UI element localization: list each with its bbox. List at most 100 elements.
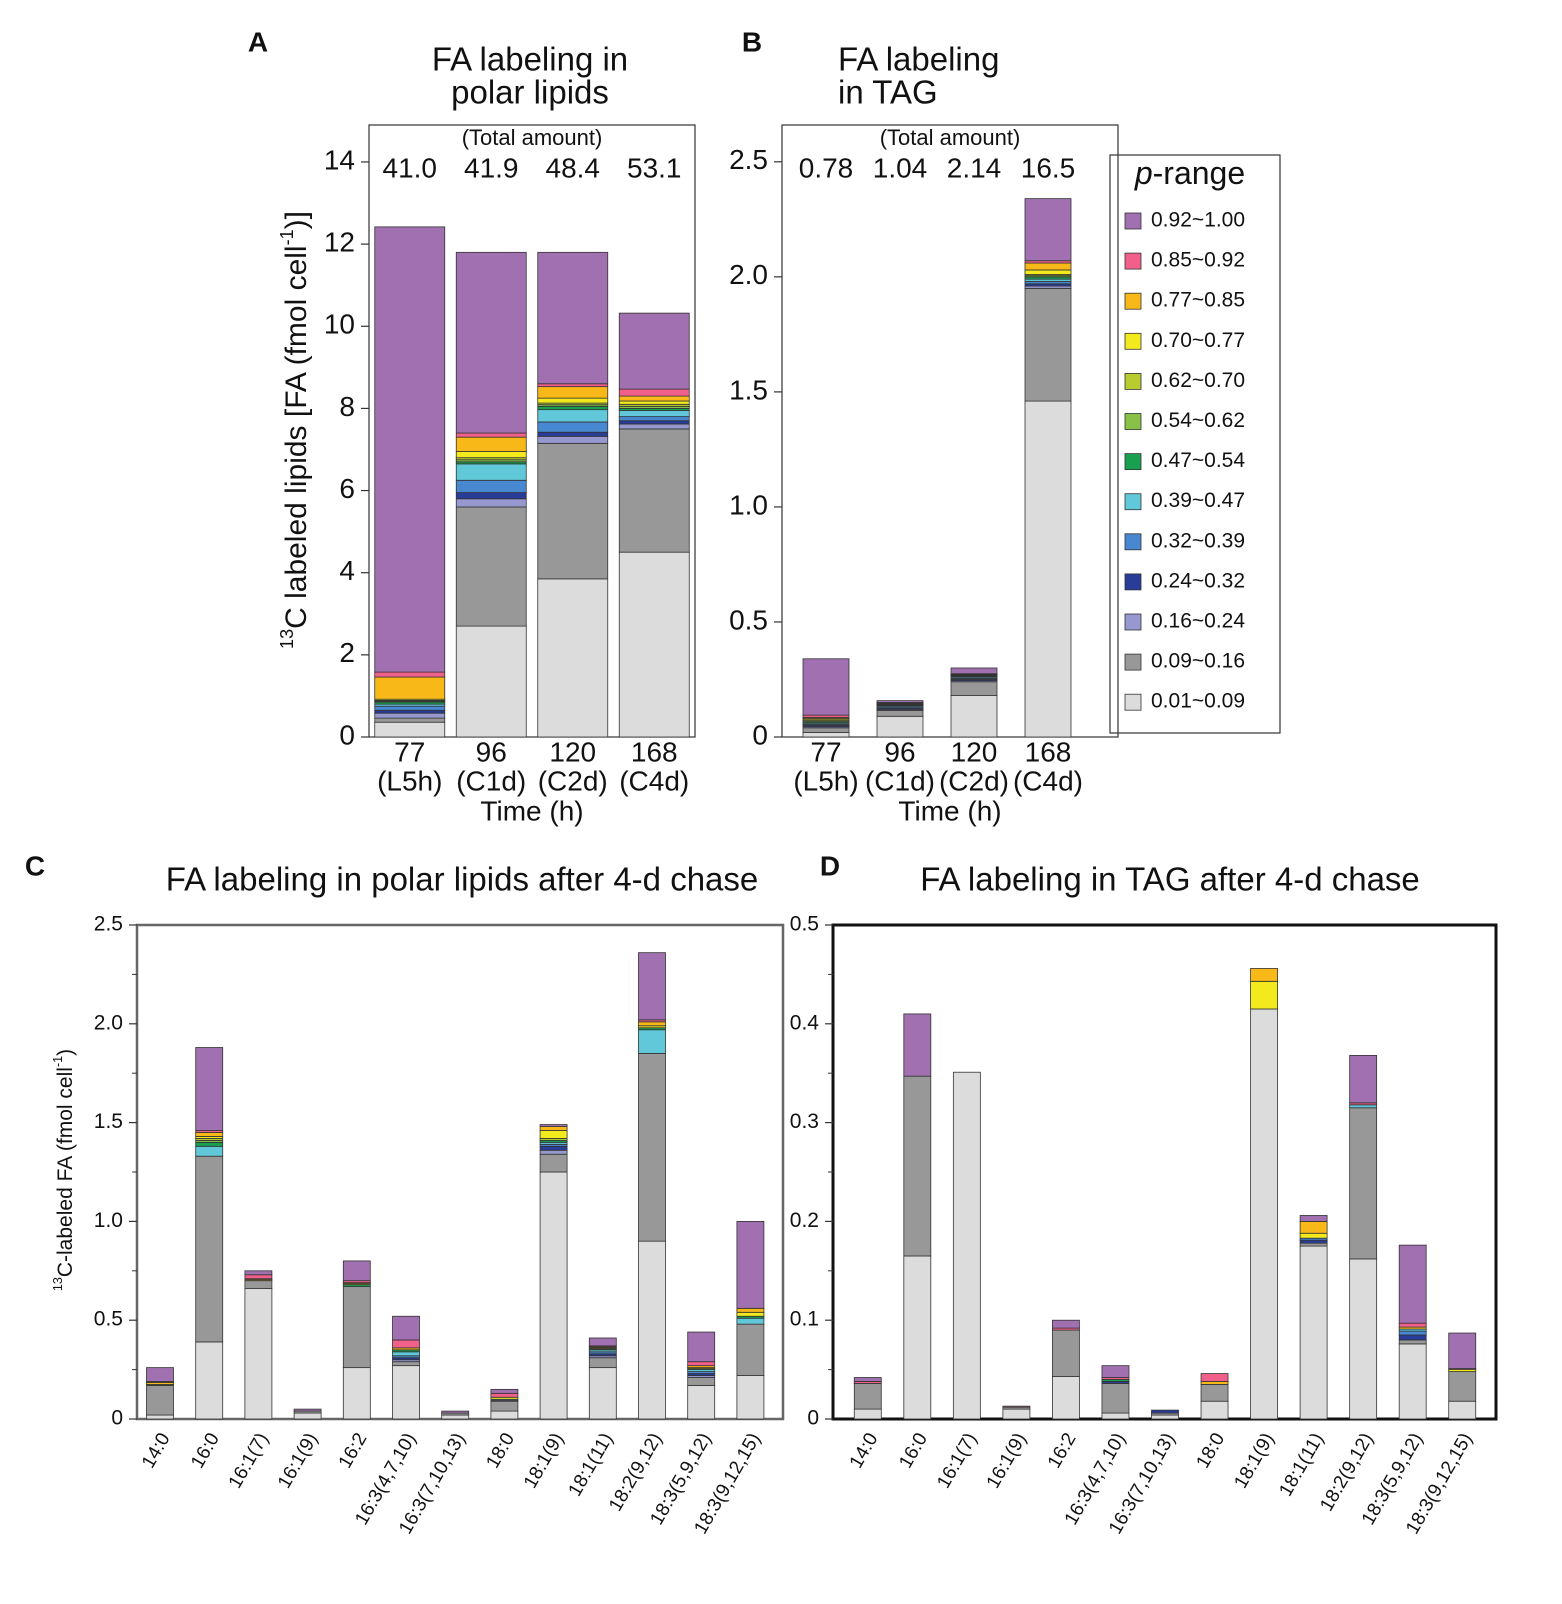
bar-segment [244,1270,273,1276]
annotation: (Total amount) [462,125,603,150]
bar-segment [539,1145,568,1151]
x-tick-label: 18:0 [1193,1430,1230,1473]
bar-segment [1299,1215,1328,1222]
bar-segment [903,1075,932,1257]
bar-segment [618,420,690,425]
x-tick-sublabel: (C1d) [456,765,526,796]
bar-segment [441,1410,470,1414]
bar-segment [952,1071,981,1420]
y-tick-label: 0.5 [94,1308,123,1331]
bar-segment [588,1357,617,1369]
legend-swatch [1124,533,1142,551]
bar-segment [1200,1384,1229,1402]
bar-segment [195,1145,224,1157]
bar-segment [853,1383,882,1410]
y-tick-label: 0.1 [790,1308,819,1331]
bar-segment [618,388,690,397]
bar-segment [374,721,446,738]
y-tick-label: 0.3 [790,1110,819,1133]
bar-segment [146,1414,174,1420]
y-tick-label: 2.5 [94,913,123,936]
legend-swatch [1124,292,1142,310]
x-tick-label: 16:1(9) [983,1430,1031,1493]
bar-segment [802,727,850,733]
chart-title: in TAG [838,74,938,111]
bar-segment [618,410,690,418]
bar-segment [455,479,527,494]
bar-segment [903,1013,932,1077]
bar-segment [1024,269,1072,275]
y-axis-label-part: -1 [277,229,297,245]
x-tick-label: 96 [884,736,915,767]
y-tick-label: 1.0 [729,489,768,520]
y-tick-label: 1.0 [94,1209,123,1232]
bar-segment [1349,1055,1378,1104]
x-tick-sublabel: (L5h) [377,765,442,796]
legend-label: 0.70~0.77 [1151,329,1245,352]
bar-segment [195,1341,224,1420]
x-tick-sublabel: (C4d) [1013,765,1083,796]
bar-segment [1250,1008,1278,1420]
total-label: 0.78 [799,152,854,183]
bar-segment [1398,1343,1427,1420]
bar-segment [146,1367,174,1382]
bar-segment [1448,1400,1477,1420]
bar-segment [539,1126,568,1131]
bar-segment [455,625,527,738]
y-axis-label-part: ) [54,1049,77,1056]
y-tick-label: 2 [339,637,355,668]
x-tick-label: 18:1(9) [520,1430,568,1493]
bar-segment [1398,1322,1427,1328]
x-tick-label: 120 [951,736,998,767]
y-axis-label-part: 13 [51,1277,65,1291]
bar-segment [1024,198,1072,262]
bar-segment [537,386,609,399]
bar-segment [638,1029,666,1054]
bar-segment [537,397,609,404]
bar-segment [490,1392,519,1398]
chart-title: FA labeling in polar lipids after 4-d ch… [166,861,759,898]
legend-swatch [1124,413,1142,430]
legend-swatch [1124,252,1142,270]
bar-segment [293,1408,322,1412]
bar-segment [1448,1332,1477,1370]
bar-segment [537,383,609,388]
bar-segment [374,676,446,700]
bar-segment [618,428,690,553]
bar-segment [1200,1373,1229,1382]
bar-segment [1299,1232,1328,1239]
legend-title: p-range [1134,155,1245,191]
bar-segment [1052,1319,1080,1329]
total-label: 48.4 [546,152,601,183]
bar-segment [1151,1409,1179,1414]
bar-segment [342,1367,371,1420]
bar-segment [195,1132,224,1137]
bar-segment [853,1377,882,1382]
bar-segment [1299,1242,1328,1247]
bar-segment [1299,1239,1328,1244]
chart-title: FA labeling [838,41,999,78]
y-tick-label: 2.5 [729,144,768,175]
bar-segment [588,1337,617,1347]
bar-segment [537,442,609,580]
bar-segment [392,1365,420,1420]
y-axis-label-part: -1 [51,1056,65,1067]
legend-label: 0.09~0.16 [1151,650,1245,673]
bar-segment [1101,1412,1130,1420]
bar-segment [490,1388,519,1394]
legend-label: 0.01~0.09 [1151,690,1245,713]
bar-segment [1349,1104,1378,1109]
bar-segment [539,1171,568,1420]
bar-segment [537,251,609,385]
legend-title-part: -range [1153,155,1246,191]
chart-title: FA labeling in [432,41,628,78]
bar-segment [490,1410,519,1420]
bar-segment [1052,1376,1080,1420]
bar-segment [687,1361,716,1367]
x-tick-label: 16:1(9) [274,1430,322,1493]
bar-segment [638,1053,666,1242]
bar-segment [638,1021,666,1027]
legend-label: 0.54~0.62 [1151,409,1245,432]
y-tick-label: 10 [324,309,355,340]
bar-segment [1101,1383,1130,1414]
